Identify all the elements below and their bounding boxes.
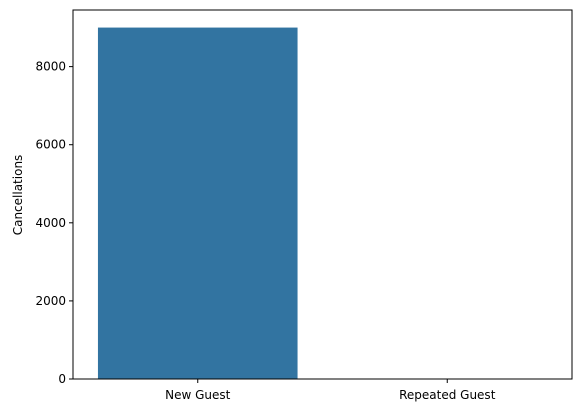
y-axis-label: Cancellations xyxy=(11,155,25,236)
y-tick-label: 4000 xyxy=(35,216,66,230)
y-tick-label: 8000 xyxy=(35,60,66,74)
bar-new-guest xyxy=(97,27,298,379)
y-tick-label: 0 xyxy=(58,372,66,386)
y-axis: 0 2000 4000 6000 8000 xyxy=(35,60,73,386)
y-tick-label: 2000 xyxy=(35,294,66,308)
y-tick-label: 6000 xyxy=(35,138,66,152)
x-axis: New Guest Repeated Guest xyxy=(165,379,496,402)
bars-group xyxy=(97,27,298,379)
x-tick-label: New Guest xyxy=(165,388,231,402)
x-tick-label: Repeated Guest xyxy=(399,388,496,402)
axes-frame xyxy=(72,9,573,380)
